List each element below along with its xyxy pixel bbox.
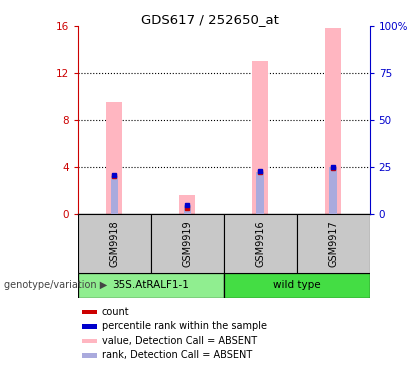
Bar <box>224 273 370 298</box>
Text: wild type: wild type <box>273 280 320 291</box>
Text: GSM9919: GSM9919 <box>182 220 192 267</box>
Bar <box>82 310 97 314</box>
Bar <box>106 102 122 214</box>
Text: genotype/variation ▶: genotype/variation ▶ <box>4 280 108 291</box>
Bar <box>82 353 97 358</box>
Bar <box>151 214 224 273</box>
Bar <box>325 28 341 214</box>
Bar <box>257 172 264 214</box>
Bar <box>329 167 337 214</box>
Bar <box>82 324 97 329</box>
Bar <box>297 214 370 273</box>
Text: GSM9918: GSM9918 <box>109 220 119 267</box>
Text: GSM9917: GSM9917 <box>328 220 338 267</box>
Bar <box>78 214 151 273</box>
Bar <box>78 273 224 298</box>
Bar <box>179 195 195 214</box>
Bar <box>82 339 97 343</box>
Text: GSM9916: GSM9916 <box>255 220 265 267</box>
Text: rank, Detection Call = ABSENT: rank, Detection Call = ABSENT <box>102 351 252 361</box>
Text: GDS617 / 252650_at: GDS617 / 252650_at <box>141 13 279 26</box>
Text: 35S.AtRALF1-1: 35S.AtRALF1-1 <box>112 280 189 291</box>
Text: count: count <box>102 307 129 317</box>
Bar <box>110 176 118 214</box>
Text: value, Detection Call = ABSENT: value, Detection Call = ABSENT <box>102 336 257 346</box>
Text: percentile rank within the sample: percentile rank within the sample <box>102 321 267 332</box>
Bar <box>252 61 268 214</box>
Bar <box>184 205 191 214</box>
Bar <box>224 214 297 273</box>
